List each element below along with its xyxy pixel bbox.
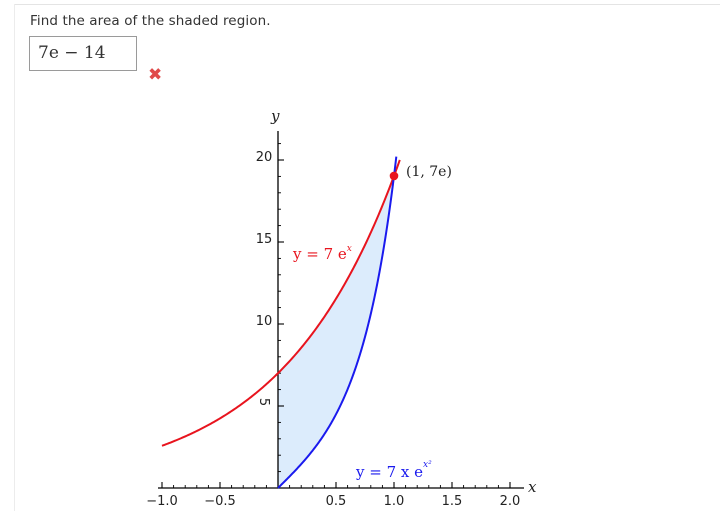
lower-curve-label-exponent: x² xyxy=(423,460,432,470)
x-tick-label: −0.5 xyxy=(204,494,236,509)
question-prompt: Find the area of the shaded region. xyxy=(30,13,271,29)
x-axis-name: x xyxy=(528,478,537,496)
answer-value: 7e − 14 xyxy=(38,43,106,63)
incorrect-x-mark-icon: ✖ xyxy=(148,65,163,85)
x-tick-label: 1.5 xyxy=(442,494,463,509)
x-tick-label: 1.0 xyxy=(384,494,405,509)
y-tick-label: 5 xyxy=(256,398,271,406)
y-tick-label: 15 xyxy=(256,232,273,247)
intersection-label: (1, 7e) xyxy=(406,164,452,180)
upper-curve-label-exponent: x xyxy=(347,244,352,254)
answer-input-field[interactable]: 7e − 14 xyxy=(29,36,137,71)
x-tick-label: 0.5 xyxy=(326,494,347,509)
lower-curve-label: y = 7 x ex² xyxy=(355,460,432,481)
lower-curve-label-main: y = 7 x e xyxy=(355,463,423,481)
x-tick-label: −1.0 xyxy=(146,494,178,509)
y-tick-label: 20 xyxy=(256,150,273,165)
left-divider xyxy=(14,4,15,511)
top-divider xyxy=(14,4,720,5)
x-tick-label: 2.0 xyxy=(500,494,521,509)
lower-curve-7xe-x2 xyxy=(277,156,398,489)
shaded-region xyxy=(278,175,394,488)
upper-curve-label: y = 7 ex xyxy=(292,244,352,263)
intersection-point xyxy=(389,171,399,181)
upper-curve-7e-x xyxy=(161,159,401,447)
y-tick-label: 10 xyxy=(256,314,273,329)
y-axis-name: y xyxy=(270,107,280,125)
axis-ticks xyxy=(161,143,511,488)
upper-curve-label-main: y = 7 e xyxy=(292,245,347,263)
